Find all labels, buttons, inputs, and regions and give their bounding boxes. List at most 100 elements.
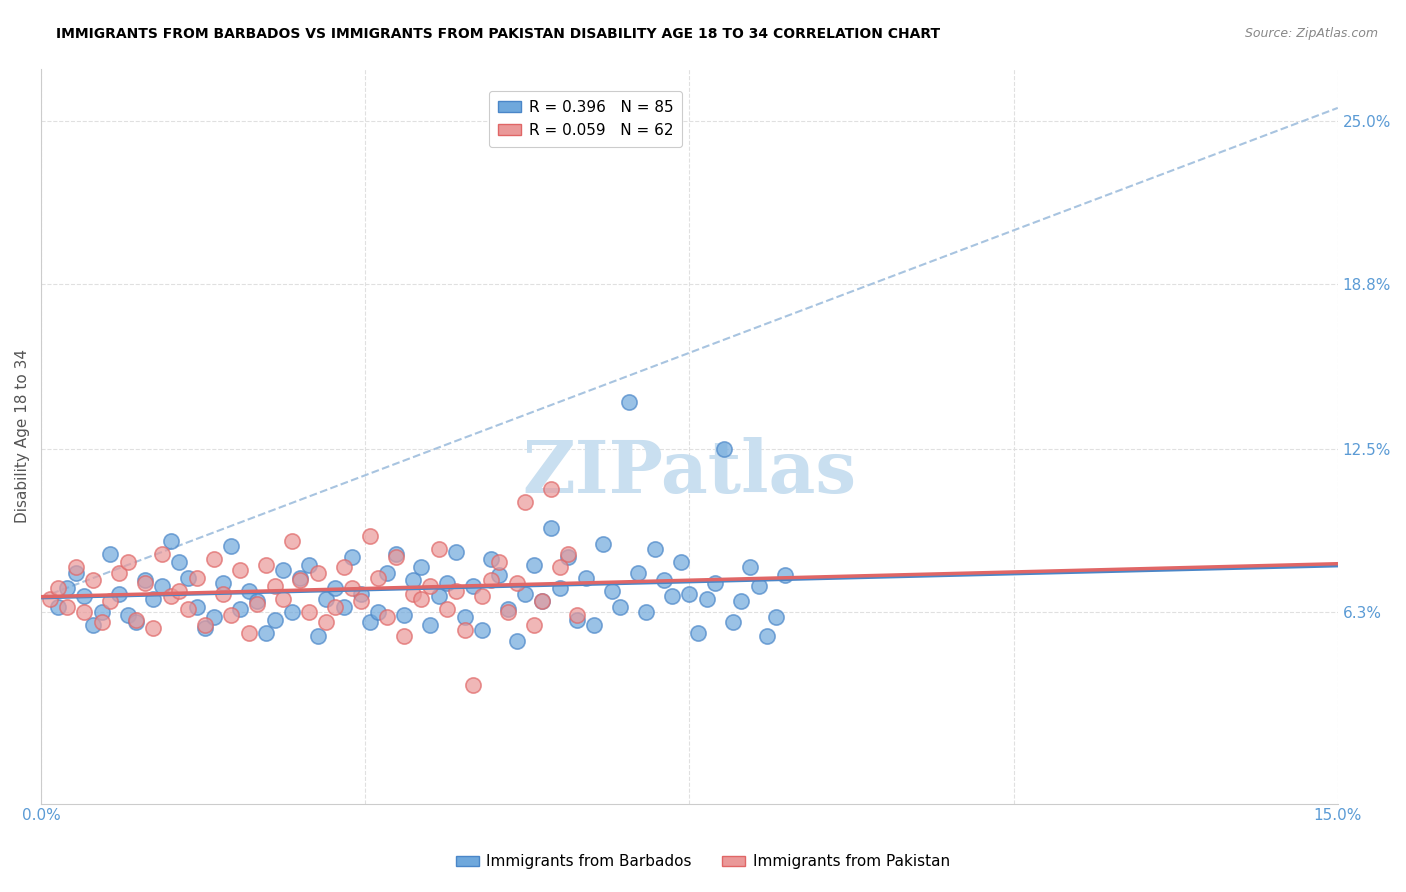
Point xyxy=(48,599,70,614)
Point xyxy=(661,589,683,603)
Point xyxy=(98,547,121,561)
Point xyxy=(211,586,233,600)
Point xyxy=(600,584,623,599)
Point xyxy=(150,547,173,561)
Point xyxy=(488,568,510,582)
Point xyxy=(117,607,139,622)
Point xyxy=(246,594,269,608)
Point xyxy=(730,594,752,608)
Text: IMMIGRANTS FROM BARBADOS VS IMMIGRANTS FROM PAKISTAN DISABILITY AGE 18 TO 34 COR: IMMIGRANTS FROM BARBADOS VS IMMIGRANTS F… xyxy=(56,27,941,41)
Point xyxy=(411,591,433,606)
Point xyxy=(471,624,494,638)
Point xyxy=(315,591,337,606)
Point xyxy=(669,555,692,569)
Point xyxy=(65,560,87,574)
Point xyxy=(254,626,277,640)
Point xyxy=(515,586,537,600)
Point xyxy=(540,482,562,496)
Point xyxy=(531,594,554,608)
Point xyxy=(436,602,458,616)
Point xyxy=(219,539,242,553)
Point xyxy=(169,584,191,599)
Point xyxy=(384,549,406,564)
Point xyxy=(688,626,710,640)
Point xyxy=(150,579,173,593)
Point xyxy=(402,574,425,588)
Point xyxy=(392,629,415,643)
Point xyxy=(557,549,579,564)
Point xyxy=(557,547,579,561)
Point xyxy=(756,629,779,643)
Point xyxy=(90,615,112,630)
Point xyxy=(704,576,727,591)
Point xyxy=(427,541,450,556)
Point xyxy=(90,605,112,619)
Point xyxy=(471,589,494,603)
Point xyxy=(169,555,191,569)
Point xyxy=(375,610,398,624)
Point xyxy=(229,563,252,577)
Point xyxy=(505,633,527,648)
Point xyxy=(186,571,208,585)
Point xyxy=(427,589,450,603)
Point xyxy=(392,607,415,622)
Point xyxy=(238,626,260,640)
Point xyxy=(565,613,588,627)
Point xyxy=(263,613,285,627)
Point xyxy=(38,591,60,606)
Text: ZIPatlas: ZIPatlas xyxy=(523,437,856,508)
Point xyxy=(713,442,735,457)
Point xyxy=(419,579,441,593)
Point xyxy=(748,579,770,593)
Point xyxy=(159,534,181,549)
Point xyxy=(65,566,87,580)
Point xyxy=(617,395,640,409)
Point xyxy=(246,597,269,611)
Point xyxy=(323,599,346,614)
Point xyxy=(315,615,337,630)
Point xyxy=(134,576,156,591)
Legend: R = 0.396   N = 85, R = 0.059   N = 62: R = 0.396 N = 85, R = 0.059 N = 62 xyxy=(489,91,682,147)
Point xyxy=(142,591,165,606)
Point xyxy=(384,547,406,561)
Point xyxy=(375,566,398,580)
Point xyxy=(565,607,588,622)
Point xyxy=(515,494,537,508)
Point xyxy=(583,618,606,632)
Point xyxy=(307,629,329,643)
Point xyxy=(332,560,354,574)
Legend: Immigrants from Barbados, Immigrants from Pakistan: Immigrants from Barbados, Immigrants fro… xyxy=(450,848,956,875)
Point xyxy=(202,610,225,624)
Point xyxy=(238,584,260,599)
Point xyxy=(575,571,598,585)
Point xyxy=(219,607,242,622)
Point xyxy=(211,576,233,591)
Point xyxy=(202,552,225,566)
Point xyxy=(523,558,546,572)
Point xyxy=(307,566,329,580)
Point xyxy=(108,566,131,580)
Point xyxy=(342,582,364,596)
Point xyxy=(194,621,217,635)
Point xyxy=(454,610,477,624)
Point xyxy=(496,605,519,619)
Point xyxy=(652,574,675,588)
Point xyxy=(678,586,700,600)
Point xyxy=(82,618,104,632)
Point xyxy=(463,579,485,593)
Point xyxy=(194,618,217,632)
Point xyxy=(523,618,546,632)
Point xyxy=(505,576,527,591)
Point xyxy=(323,582,346,596)
Point xyxy=(402,586,425,600)
Point xyxy=(540,521,562,535)
Point xyxy=(281,534,304,549)
Point xyxy=(98,594,121,608)
Point xyxy=(479,574,502,588)
Point xyxy=(56,599,79,614)
Point xyxy=(626,566,648,580)
Point xyxy=(298,605,321,619)
Point xyxy=(436,576,458,591)
Point xyxy=(592,537,614,551)
Point xyxy=(332,599,354,614)
